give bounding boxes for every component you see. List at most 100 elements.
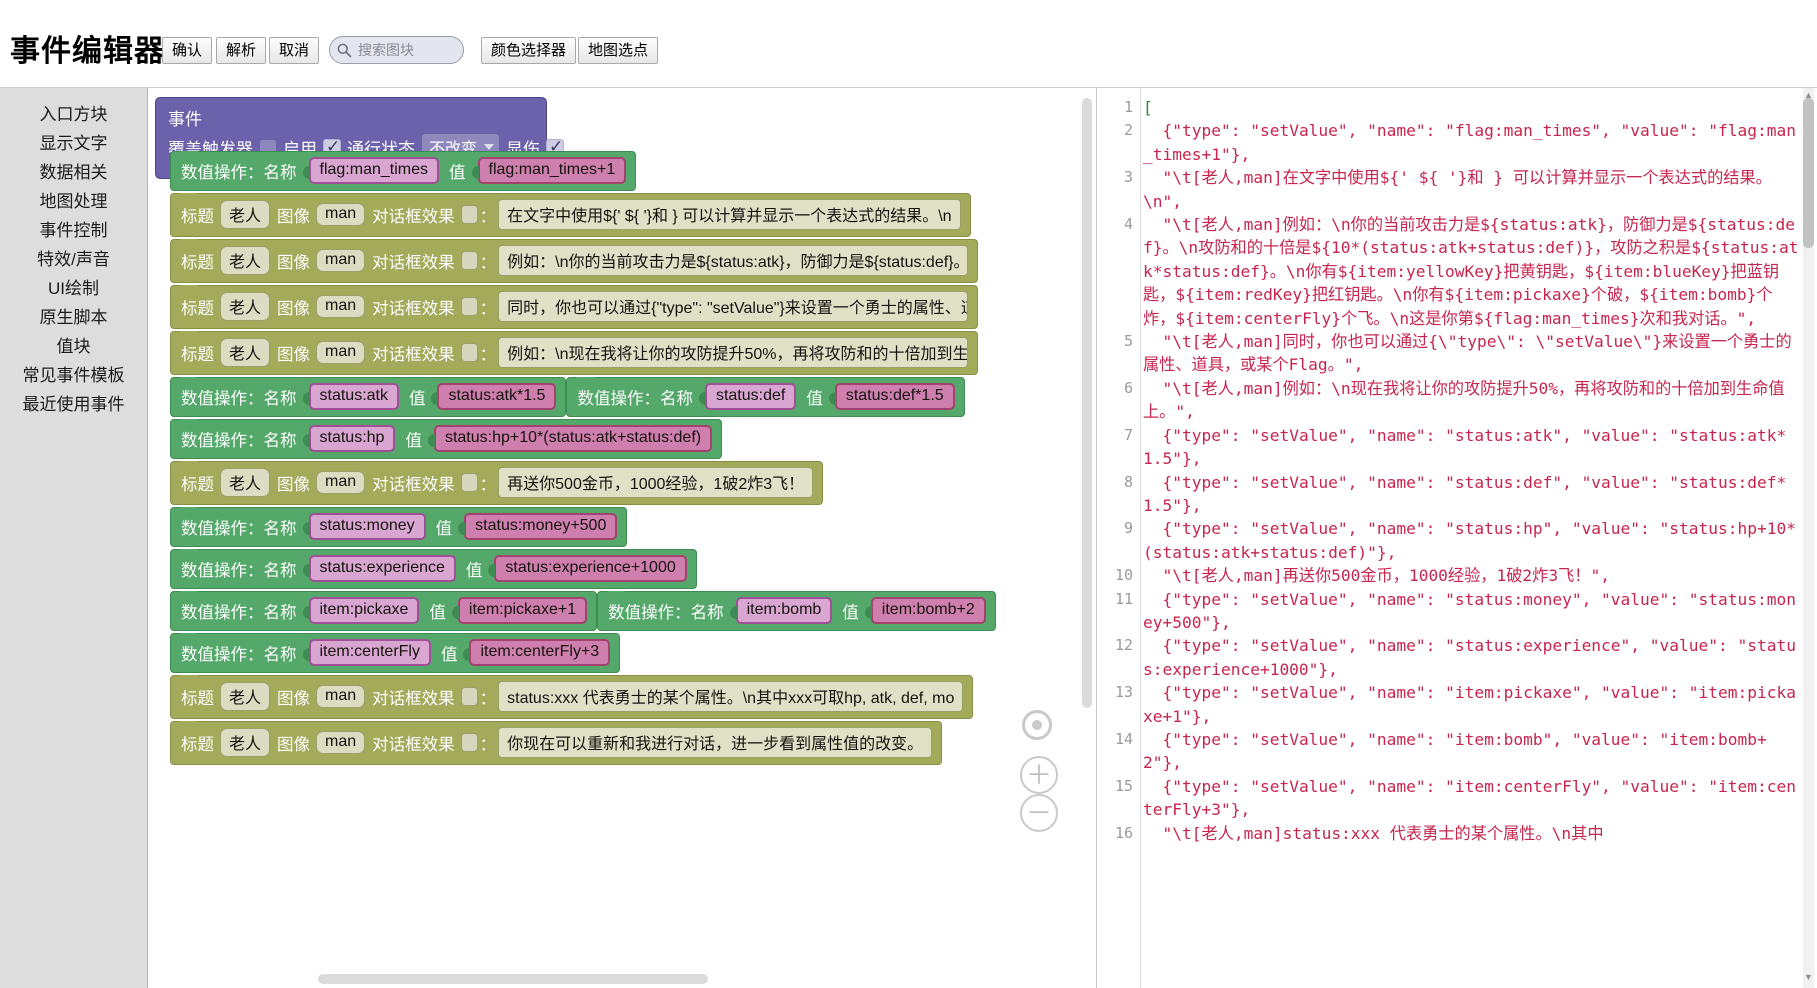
- json-code-pane[interactable]: 1 2 3 4 5 6 7 8 9 10 11 12 13 14 15 16 [ {"type": "setV…: [1096, 88, 1817, 988]
- text-content-field[interactable]: 例如：\n现在我将让你的攻防提升50%，再将攻防和的十倍加到生命: [498, 337, 969, 368]
- sidebar-item-4[interactable]: 事件控制: [39, 221, 108, 240]
- sidebar-item-7[interactable]: 原生脚本: [39, 308, 108, 327]
- color-picker-button[interactable]: 颜色选择器: [481, 37, 577, 64]
- sidebar-item-8[interactable]: 值块: [56, 337, 91, 356]
- code-scrollbar-thumb[interactable]: [1803, 98, 1814, 248]
- cancel-button[interactable]: 取消: [269, 37, 320, 64]
- text-title-field[interactable]: 老人: [220, 682, 271, 711]
- search-input[interactable]: [356, 37, 460, 63]
- text-content-field[interactable]: 在文字中使用${' ${ '}和 } 可以计算并显示一个表达式的结果。\n: [498, 199, 961, 230]
- scroll-down-arrow[interactable]: ▼: [1804, 972, 1813, 982]
- code-scrollbar-track[interactable]: [1803, 88, 1814, 988]
- block-row[interactable]: 标题 老人 图像 man 对话框效果 ：同时，你也可以通过{"type": "setVal…: [170, 285, 979, 329]
- block-row[interactable]: 数值操作：名称 item:pickaxe 值 item:pickaxe+1: [170, 591, 598, 631]
- text-title-field[interactable]: 老人: [220, 200, 271, 229]
- text-content-field[interactable]: 再送你500金币，1000经验，1破2炸3飞！: [498, 467, 814, 498]
- text-content-field[interactable]: status:xxx 代表勇士的某个属性。\n其中xxx可取hp, atk, d…: [498, 681, 964, 712]
- sidebar-item-0[interactable]: 入口方块: [39, 105, 108, 124]
- line-number: 4: [1123, 215, 1133, 234]
- block-row[interactable]: 标题 老人 图像 man 对话框效果 ：在文字中使用${' ${ '}和 } 可以计算并显…: [170, 193, 971, 237]
- text-image-field[interactable]: man: [316, 203, 366, 226]
- setvalue-value-field[interactable]: flag:man_times+1: [477, 157, 627, 184]
- block-row[interactable]: 数值操作：名称 status:money 值 status:money+500: [170, 507, 628, 547]
- text-image-field[interactable]: man: [316, 471, 366, 494]
- text-title-field[interactable]: 老人: [220, 468, 271, 497]
- map-point-button[interactable]: 地图选点: [578, 37, 659, 64]
- text-title-field[interactable]: 老人: [220, 246, 271, 275]
- text-content-field[interactable]: 同时，你也可以通过{"type": "setValue"}来设置一个勇士的属性、…: [498, 291, 969, 322]
- block-row[interactable]: 数值操作：名称 status:def 值 status:def*1.5: [566, 377, 965, 417]
- sidebar-item-6[interactable]: UI绘制: [48, 279, 99, 298]
- block-row[interactable]: 标题 老人 图像 man 对话框效果 ：例如：\n现在我将让你的攻防提升50%，再将攻防和…: [170, 331, 979, 375]
- plug-notch: [302, 605, 310, 620]
- text-image-field[interactable]: man: [316, 731, 366, 754]
- text-title-label: 标题: [181, 345, 214, 364]
- setvalue-name-field[interactable]: status:def: [704, 383, 797, 410]
- block-row[interactable]: 标题 老人 图像 man 对话框效果 ：再送你500金币，1000经验，1破2炸3飞！: [170, 461, 824, 505]
- text-title-label: 标题: [181, 207, 214, 226]
- workspace-vertical-scrollbar[interactable]: [1082, 98, 1092, 708]
- sidebar-item-10[interactable]: 最近使用事件: [22, 395, 125, 414]
- text-content-field[interactable]: 你现在可以重新和我进行对话，进一步看到属性值的改变。: [498, 727, 933, 758]
- setvalue-name-field[interactable]: flag:man_times: [308, 157, 439, 184]
- text-image-field[interactable]: man: [316, 249, 366, 272]
- value-label: 值: [449, 163, 466, 182]
- setvalue-name-field[interactable]: status:money: [308, 513, 426, 540]
- setvalue-label: 数值操作：名称: [181, 389, 297, 408]
- block-row[interactable]: 标题 老人 图像 man 对话框效果 ： status:xxx 代表勇士的某个属性。\n其中…: [170, 675, 974, 719]
- zoom-in-button[interactable]: ＋: [1020, 756, 1058, 794]
- text-image-field[interactable]: man: [316, 341, 366, 364]
- text-title-field[interactable]: 老人: [220, 338, 271, 367]
- search-box[interactable]: [329, 36, 464, 64]
- text-effect-label: 对话框效果: [372, 253, 455, 272]
- block-row[interactable]: 数值操作：名称 item:centerFly 值 item:centerFly+3: [170, 633, 621, 673]
- block-row[interactable]: 数值操作：名称 item:bomb 值 item:bomb+2: [597, 591, 996, 631]
- workspace-horizontal-scrollbar[interactable]: [318, 974, 708, 984]
- sidebar-item-3[interactable]: 地图处理: [39, 192, 108, 211]
- setvalue-value-field[interactable]: status:experience+1000: [494, 555, 687, 582]
- text-content-field[interactable]: 例如：\n你的当前攻击力是${status:atk}，防御力是${status:…: [498, 245, 969, 276]
- setvalue-label: 数值操作：名称: [181, 561, 297, 580]
- setvalue-value-field[interactable]: item:pickaxe+1: [457, 597, 588, 624]
- block-row[interactable]: 数值操作：名称 status:hp 值 status:hp+10*(status:at…: [170, 419, 723, 459]
- sidebar-item-9[interactable]: 常见事件模板: [22, 366, 125, 385]
- setvalue-value-field[interactable]: status:hp+10*(status:atk+status:def): [433, 425, 713, 452]
- block-row[interactable]: 数值操作：名称 flag:man_times 值 flag:man_times+1: [170, 151, 637, 191]
- event-block-title: 事件: [168, 110, 202, 129]
- block-row[interactable]: 数值操作：名称 status:atk 值 status:atk*1.5: [170, 377, 567, 417]
- text-title-field[interactable]: 老人: [220, 728, 271, 757]
- confirm-button[interactable]: 确认: [162, 37, 213, 64]
- setvalue-value-field[interactable]: item:centerFly+3: [469, 639, 611, 666]
- setvalue-name-field[interactable]: status:hp: [308, 425, 396, 452]
- text-image-field[interactable]: man: [316, 295, 366, 318]
- text-effect-checkbox: [460, 205, 478, 224]
- text-title-field[interactable]: 老人: [220, 292, 271, 321]
- setvalue-name-field[interactable]: status:atk: [308, 383, 399, 410]
- zoom-out-button[interactable]: －: [1020, 794, 1058, 832]
- setvalue-value-field[interactable]: status:atk*1.5: [437, 383, 557, 410]
- text-image-field[interactable]: man: [316, 685, 366, 708]
- setvalue-name-field[interactable]: item:bomb: [735, 597, 833, 624]
- setvalue-name-field[interactable]: item:pickaxe: [308, 597, 420, 624]
- value-label: 值: [405, 431, 422, 450]
- block-row[interactable]: 标题 老人 图像 man 对话框效果 ：你现在可以重新和我进行对话，进一步看到属性值的改变…: [170, 721, 943, 765]
- blockly-workspace[interactable]: 事件 覆盖触发器 启用 通行状态 不改变 显伤 数值操作：名称flag:man_…: [148, 88, 1096, 988]
- setvalue-name-field[interactable]: item:centerFly: [308, 639, 431, 666]
- sidebar-item-2[interactable]: 数据相关: [39, 163, 108, 182]
- setvalue-name-field[interactable]: status:experience: [308, 555, 456, 582]
- block-row[interactable]: 标题 老人 图像 man 对话框效果 ：例如：\n你的当前攻击力是${status:atk…: [170, 239, 979, 283]
- plug-notch: [302, 391, 310, 406]
- center-target-icon[interactable]: [1020, 708, 1058, 746]
- parse-button[interactable]: 解析: [216, 37, 267, 64]
- sidebar-item-1[interactable]: 显示文字: [39, 134, 108, 153]
- setvalue-value-field[interactable]: status:money+500: [464, 513, 618, 540]
- text-effect-checkbox: [460, 687, 478, 706]
- setvalue-value-field[interactable]: item:bomb+2: [870, 597, 986, 624]
- setvalue-label: 数值操作：名称: [608, 603, 724, 622]
- sidebar-item-5[interactable]: 特效/声音: [37, 250, 110, 269]
- block-row[interactable]: 数值操作：名称 status:experience 值 status:experien…: [170, 549, 697, 589]
- setvalue-label: 数值操作：名称: [181, 431, 297, 450]
- scroll-up-arrow[interactable]: ▲: [1804, 90, 1813, 100]
- setvalue-value-field[interactable]: status:def*1.5: [834, 383, 955, 410]
- json-code-text[interactable]: [ {"type": "setValue", "name": "flag:man…: [1143, 88, 1801, 845]
